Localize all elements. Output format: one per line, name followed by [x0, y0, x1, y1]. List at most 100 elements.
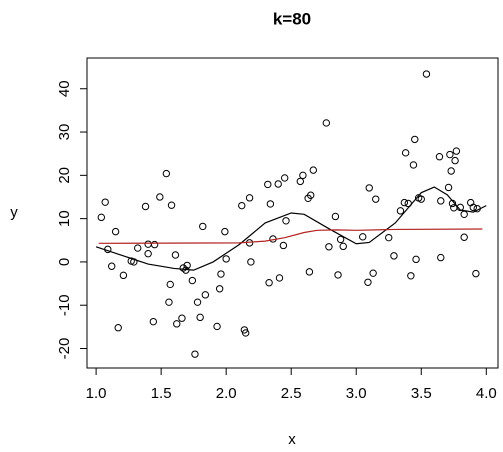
- point: [390, 252, 398, 260]
- x-tick-label: 2.5: [281, 385, 302, 402]
- point: [435, 153, 444, 161]
- point: [241, 329, 250, 337]
- point: [134, 244, 142, 252]
- point: [247, 258, 255, 266]
- point: [166, 280, 174, 289]
- point: [446, 150, 454, 159]
- point: [372, 195, 380, 203]
- x-tick-label: 3.0: [346, 385, 367, 402]
- point: [331, 212, 340, 221]
- point: [215, 285, 224, 293]
- point: [141, 202, 150, 211]
- point: [265, 279, 273, 287]
- point: [245, 194, 254, 202]
- x-tick-label: 3.5: [411, 385, 432, 402]
- point: [472, 269, 480, 278]
- point: [400, 198, 409, 207]
- point: [199, 222, 207, 231]
- point: [307, 191, 315, 199]
- point: [444, 183, 453, 192]
- point: [364, 278, 372, 286]
- point: [114, 324, 122, 332]
- point: [411, 135, 419, 144]
- point: [162, 169, 171, 178]
- point: [111, 227, 120, 236]
- x-axis-label: x: [288, 431, 296, 448]
- point: [188, 276, 197, 285]
- point: [108, 262, 116, 270]
- point: [339, 242, 347, 251]
- point: [407, 272, 415, 280]
- point: [193, 298, 202, 306]
- point: [238, 201, 246, 210]
- point: [437, 197, 445, 205]
- point: [396, 207, 405, 215]
- point: [274, 180, 282, 188]
- point: [156, 193, 164, 201]
- point: [221, 227, 229, 236]
- x-tick-label: 1.0: [86, 385, 107, 402]
- point: [417, 195, 425, 203]
- chart-title: k=80: [273, 9, 311, 28]
- point: [165, 298, 173, 306]
- y-tick-label: -20: [56, 338, 73, 360]
- point: [201, 291, 210, 299]
- point: [119, 271, 128, 280]
- point: [150, 240, 159, 249]
- point: [196, 313, 204, 322]
- y-tick-label: 0: [56, 258, 73, 266]
- x-tick-label: 2.0: [216, 385, 237, 402]
- point: [280, 174, 289, 182]
- point: [447, 167, 455, 175]
- point: [309, 166, 318, 174]
- point: [422, 70, 431, 78]
- point: [144, 240, 152, 248]
- point: [97, 213, 106, 222]
- point: [460, 233, 468, 241]
- point: [183, 261, 191, 270]
- y-tick-label: 10: [56, 210, 73, 227]
- point: [217, 270, 225, 278]
- point: [336, 235, 345, 244]
- point: [279, 241, 288, 250]
- y-tick-label: 20: [56, 167, 73, 184]
- point: [149, 317, 158, 326]
- point: [144, 249, 152, 258]
- point: [191, 350, 199, 358]
- point: [171, 251, 180, 259]
- point: [325, 243, 333, 251]
- x-tick-label: 4.0: [476, 385, 497, 402]
- point: [385, 233, 393, 242]
- point: [334, 271, 342, 279]
- point: [452, 147, 461, 155]
- point: [264, 180, 272, 189]
- point: [460, 210, 468, 218]
- point: [359, 233, 367, 241]
- point: [469, 203, 477, 212]
- point: [409, 161, 418, 169]
- y-tick-label: 40: [56, 80, 73, 97]
- point: [101, 198, 109, 206]
- x-tick-label: 1.5: [151, 385, 172, 402]
- point: [266, 200, 275, 208]
- point: [282, 217, 290, 225]
- point: [369, 269, 377, 277]
- point: [322, 119, 331, 127]
- point: [275, 274, 284, 282]
- point: [365, 184, 373, 192]
- point: [178, 314, 186, 322]
- y-tick-label: -10: [56, 294, 73, 316]
- point: [412, 255, 420, 264]
- point: [167, 201, 176, 209]
- point: [173, 320, 181, 328]
- point: [451, 156, 459, 165]
- point: [305, 268, 314, 276]
- curve: [98, 228, 483, 244]
- point: [299, 171, 307, 180]
- point: [437, 253, 445, 262]
- point: [401, 149, 410, 157]
- point: [222, 255, 230, 263]
- point: [296, 177, 305, 186]
- point: [213, 322, 221, 331]
